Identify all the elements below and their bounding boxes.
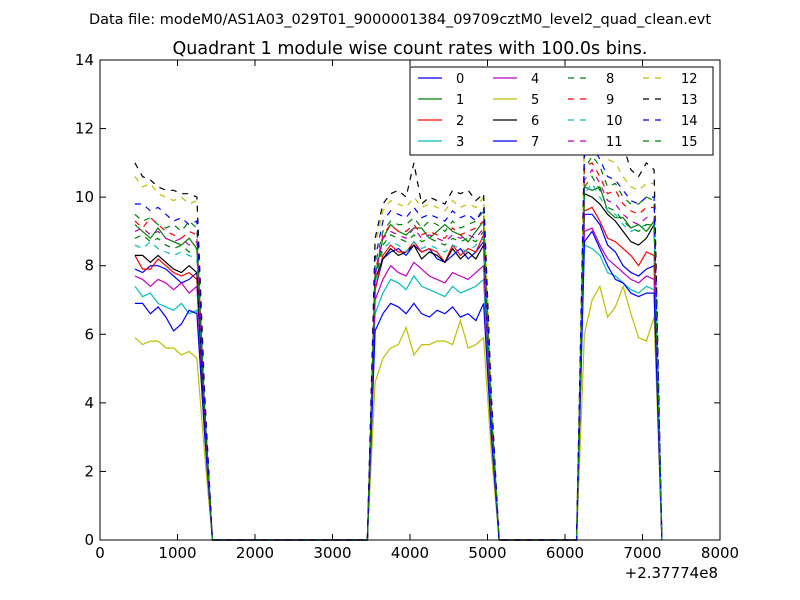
series-4-line xyxy=(134,227,663,541)
series-10-line xyxy=(134,182,663,541)
legend-label-15: 15 xyxy=(681,135,698,150)
legend-label-6: 6 xyxy=(531,114,539,129)
series-14-line xyxy=(134,144,663,541)
series-1-line xyxy=(134,185,663,541)
x-tick-label: 7000 xyxy=(623,544,661,562)
legend-label-10: 10 xyxy=(606,114,623,129)
legend-label-4: 4 xyxy=(531,72,539,87)
series-15-line xyxy=(134,175,663,541)
series-7-line xyxy=(134,230,663,541)
legend-label-14: 14 xyxy=(681,114,698,129)
legend-label-1: 1 xyxy=(456,93,464,108)
y-tick-label: 0 xyxy=(84,531,94,549)
legend-label-2: 2 xyxy=(456,114,464,129)
series-3-line xyxy=(134,244,663,541)
legend-box xyxy=(409,66,714,156)
data-file-label: Data file: modeM0/AS1A03_029T01_90000013… xyxy=(89,12,711,28)
x-tick-label: 6000 xyxy=(546,544,584,562)
x-tick-label: 8000 xyxy=(701,544,739,562)
legend-label-7: 7 xyxy=(531,135,539,150)
axes-layer: 0 1000 2000 3000 4000 5000 6000 7000 80000246810… xyxy=(75,51,739,562)
y-tick-label: 10 xyxy=(75,188,94,206)
x-tick-label: 0 xyxy=(95,544,105,562)
series-11-line xyxy=(134,168,663,541)
legend-label-8: 8 xyxy=(606,72,614,87)
y-tick-label: 4 xyxy=(84,394,94,412)
y-tick-label: 14 xyxy=(75,51,94,69)
x-tick-label: 2000 xyxy=(236,544,274,562)
y-tick-label: 6 xyxy=(84,325,94,343)
y-tick-label: 8 xyxy=(84,257,94,275)
y-tick-label: 12 xyxy=(75,120,94,138)
series-8-line xyxy=(134,154,663,541)
x-tick-label: 5000 xyxy=(468,544,506,562)
legend-label-9: 9 xyxy=(606,93,614,108)
x-offset-label: +2.37774e8 xyxy=(625,564,718,582)
series-layer xyxy=(134,73,663,541)
series-2-line xyxy=(134,206,663,541)
series-9-line xyxy=(134,162,663,541)
x-tick-label: 4000 xyxy=(391,544,429,562)
legend-label-13: 13 xyxy=(681,93,698,108)
series-5-line xyxy=(134,284,663,541)
series-12-line xyxy=(134,120,663,541)
legend-label-5: 5 xyxy=(531,93,539,108)
x-tick-label: 1000 xyxy=(158,544,196,562)
series-0-line xyxy=(134,213,663,541)
y-tick-label: 2 xyxy=(84,462,94,480)
x-tick-label: 3000 xyxy=(313,544,351,562)
series-6-line xyxy=(134,192,663,541)
legend-label-3: 3 xyxy=(456,135,464,150)
legend-label-11: 11 xyxy=(606,135,623,150)
legend-label-0: 0 xyxy=(456,72,464,87)
chart-title: Quadrant 1 module wise count rates with … xyxy=(173,39,648,59)
legend-label-12: 12 xyxy=(681,72,698,87)
